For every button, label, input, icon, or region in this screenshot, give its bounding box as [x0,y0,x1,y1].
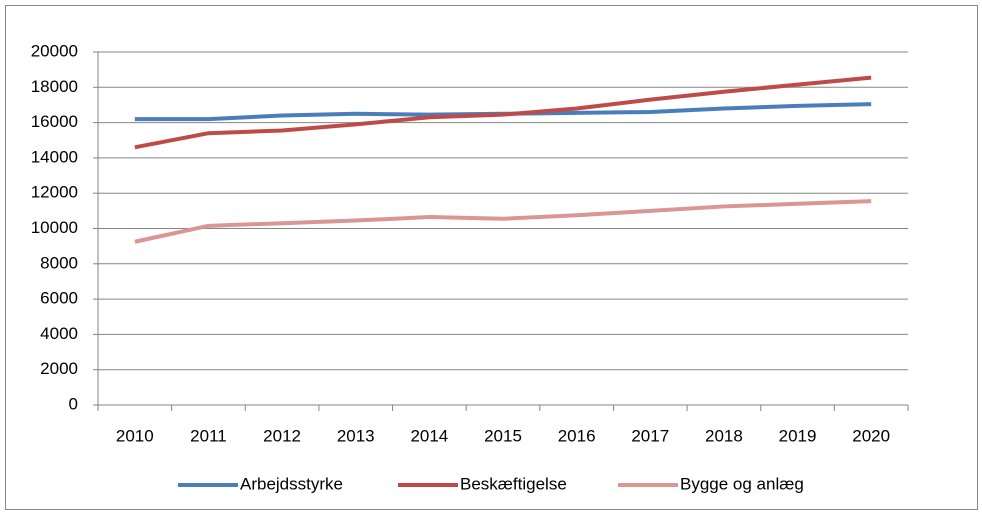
y-tick-label: 8000 [40,253,78,272]
y-tick-label: 12000 [31,183,78,202]
x-tick-label: 2015 [484,426,522,445]
x-tick-label: 2011 [190,426,227,445]
x-tick-label: 2014 [410,426,448,445]
series-line [134,199,872,244]
y-tick-label: 10000 [31,218,78,237]
x-tick-label: 2019 [779,426,817,445]
y-tick-label: 4000 [40,324,78,343]
y-tick-label: 14000 [31,147,78,166]
x-tick-label: 2020 [852,426,890,445]
legend-label: Beskæftigelse [460,474,567,493]
legend-label: Arbejdsstyrke [240,474,343,493]
y-tick-label: 16000 [31,112,78,131]
x-tick-label: 2013 [337,426,375,445]
y-tick-label: 2000 [40,359,78,378]
x-tick-label: 2018 [705,426,743,445]
x-tick-label: 2017 [631,426,669,445]
series-line [134,75,872,150]
legend-label: Bygge og anlæg [680,474,804,493]
chart-frame [5,5,978,510]
y-tick-label: 20000 [31,41,78,60]
y-tick-label: 18000 [31,77,78,96]
y-tick-label: 6000 [40,289,78,308]
y-tick-label: 0 [69,394,78,413]
x-tick-label: 2012 [263,426,301,445]
x-tick-label: 2010 [116,426,154,445]
x-tick-label: 2016 [558,426,596,445]
